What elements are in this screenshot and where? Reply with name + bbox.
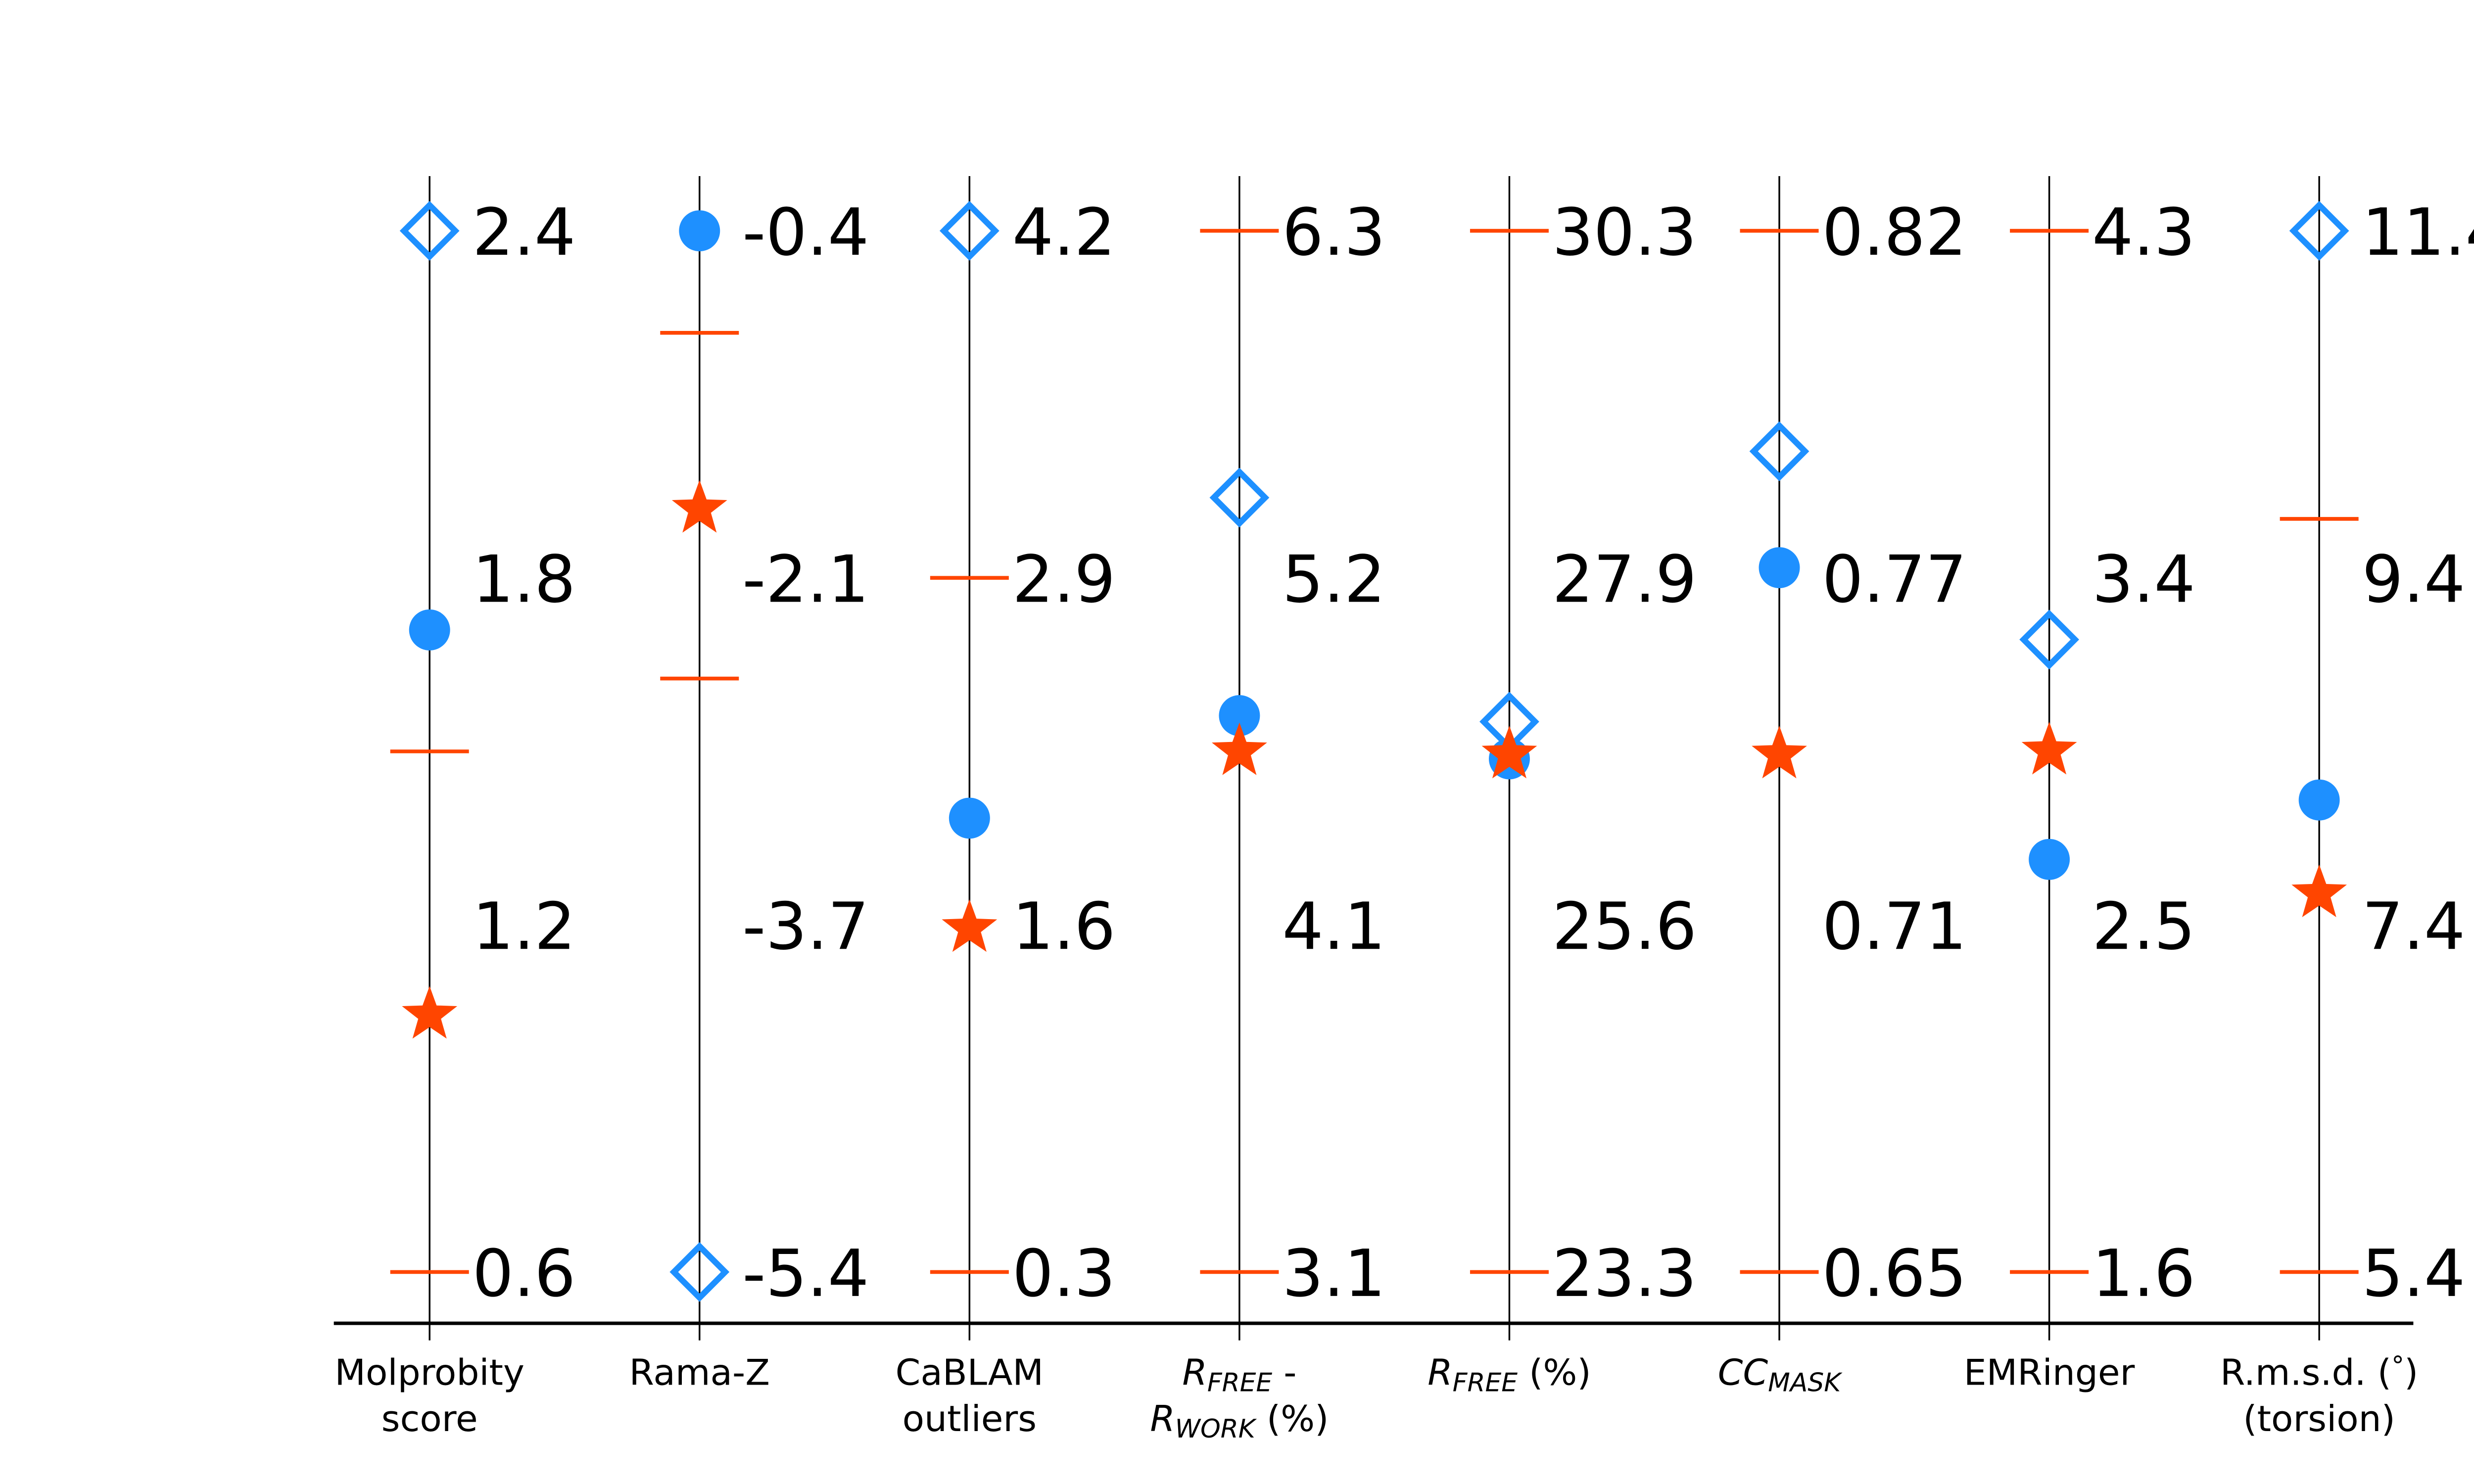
tick-label: -0.4: [742, 194, 869, 270]
category-label: CCMASK: [1718, 1352, 1843, 1398]
tick-label: 27.9: [1552, 542, 1697, 617]
circle-marker: [679, 210, 720, 252]
category-label: Rama-Z: [629, 1352, 770, 1394]
tick-label: 2.5: [2092, 888, 2195, 964]
tick-label: 4.1: [1282, 888, 1385, 964]
tick-label: 4.3: [2092, 194, 2195, 270]
circle-marker: [2029, 838, 2070, 880]
category-label: R.m.s.d. (°) (torsion): [2220, 1351, 2418, 1440]
circle-marker: [949, 797, 990, 839]
tick-label: -5.4: [742, 1236, 869, 1311]
tick-label: 0.65: [1822, 1236, 1966, 1311]
diamond-marker: [399, 201, 460, 261]
tick-label: 25.6: [1552, 888, 1697, 964]
star-marker: [1481, 726, 1537, 779]
star-marker: [942, 899, 998, 952]
tick-label: 1.6: [1012, 888, 1116, 964]
tick-label: 30.3: [1552, 194, 1697, 270]
tick-label: 0.71: [1822, 888, 1966, 964]
star-marker: [1212, 722, 1267, 775]
star-marker: [2021, 722, 2077, 775]
circle-marker: [1219, 695, 1260, 737]
diamond-marker: [669, 1242, 730, 1302]
tick-label: 0.77: [1822, 542, 1966, 617]
tick-label: 3.4: [2092, 542, 2195, 617]
tick-label: 7.4: [2362, 888, 2466, 964]
tick-label: 1.6: [2092, 1236, 2195, 1311]
tick-label: 2.9: [1012, 542, 1116, 617]
tick-label: 2.4: [473, 194, 576, 270]
star-marker: [402, 986, 458, 1039]
tick-label: 5.4: [2362, 1236, 2466, 1311]
diamond-marker: [1749, 421, 1809, 481]
category-label: EMRinger: [1964, 1352, 2135, 1394]
tick-label: 4.2: [1012, 194, 1116, 270]
circle-marker: [409, 609, 450, 650]
category-label: RFREE (%): [1427, 1352, 1591, 1398]
metric-axis: 2.4 1.8 1.2 0.6 Molprobity score: [334, 176, 575, 1440]
circle-marker: [1759, 547, 1800, 589]
circle-marker: [2298, 779, 2340, 821]
tick-label: 5.2: [1282, 542, 1385, 617]
tick-label: 23.3: [1552, 1236, 1697, 1311]
category-label: RFREE -RWORK (%): [1150, 1352, 1329, 1444]
diamond-marker: [1209, 467, 1270, 528]
metric-axis: 11.4 9.4 7.4 5.4 R.m.s.d. (°)(torsion): [2220, 176, 2474, 1440]
star-marker: [671, 480, 727, 533]
tick-label: 6.3: [1282, 194, 1385, 270]
tick-label: 0.6: [473, 1236, 576, 1311]
tick-label: 1.8: [473, 542, 576, 617]
diamond-marker: [2019, 609, 2079, 670]
star-marker: [2291, 864, 2347, 918]
metric-axis: 4.2 2.9 1.6 0.3 CaBLAM outliers: [896, 176, 1116, 1440]
tick-label: 0.82: [1822, 194, 1966, 270]
metric-axis: -0.4 -2.1 -3.7 -5.4 Rama-Z: [629, 176, 869, 1394]
category-label: Molprobity score: [334, 1352, 524, 1440]
diamond-marker: [2289, 201, 2349, 261]
tick-label: -3.7: [742, 888, 869, 964]
star-marker: [1752, 726, 1807, 779]
metric-axis: 0.82 0.77 0.71 0.65 CCMASK: [1718, 176, 1967, 1398]
category-label: CaBLAM outliers: [896, 1352, 1044, 1440]
tick-label: 9.4: [2362, 542, 2466, 617]
metric-axis: 30.3 27.9 25.6 23.3 RFREE (%): [1427, 176, 1697, 1398]
metric-axis: 6.3 5.2 4.1 3.1 RFREE -RWORK (%): [1150, 176, 1385, 1444]
tick-label: 11.4: [2362, 194, 2474, 270]
tick-label: 1.2: [473, 888, 576, 964]
metric-axis: 4.3 3.4 2.5 1.6 EMRinger: [1964, 176, 2195, 1394]
tick-label: 3.1: [1282, 1236, 1385, 1311]
diamond-marker: [939, 201, 999, 261]
tick-label: 0.3: [1012, 1236, 1116, 1311]
tick-label: -2.1: [742, 542, 869, 617]
